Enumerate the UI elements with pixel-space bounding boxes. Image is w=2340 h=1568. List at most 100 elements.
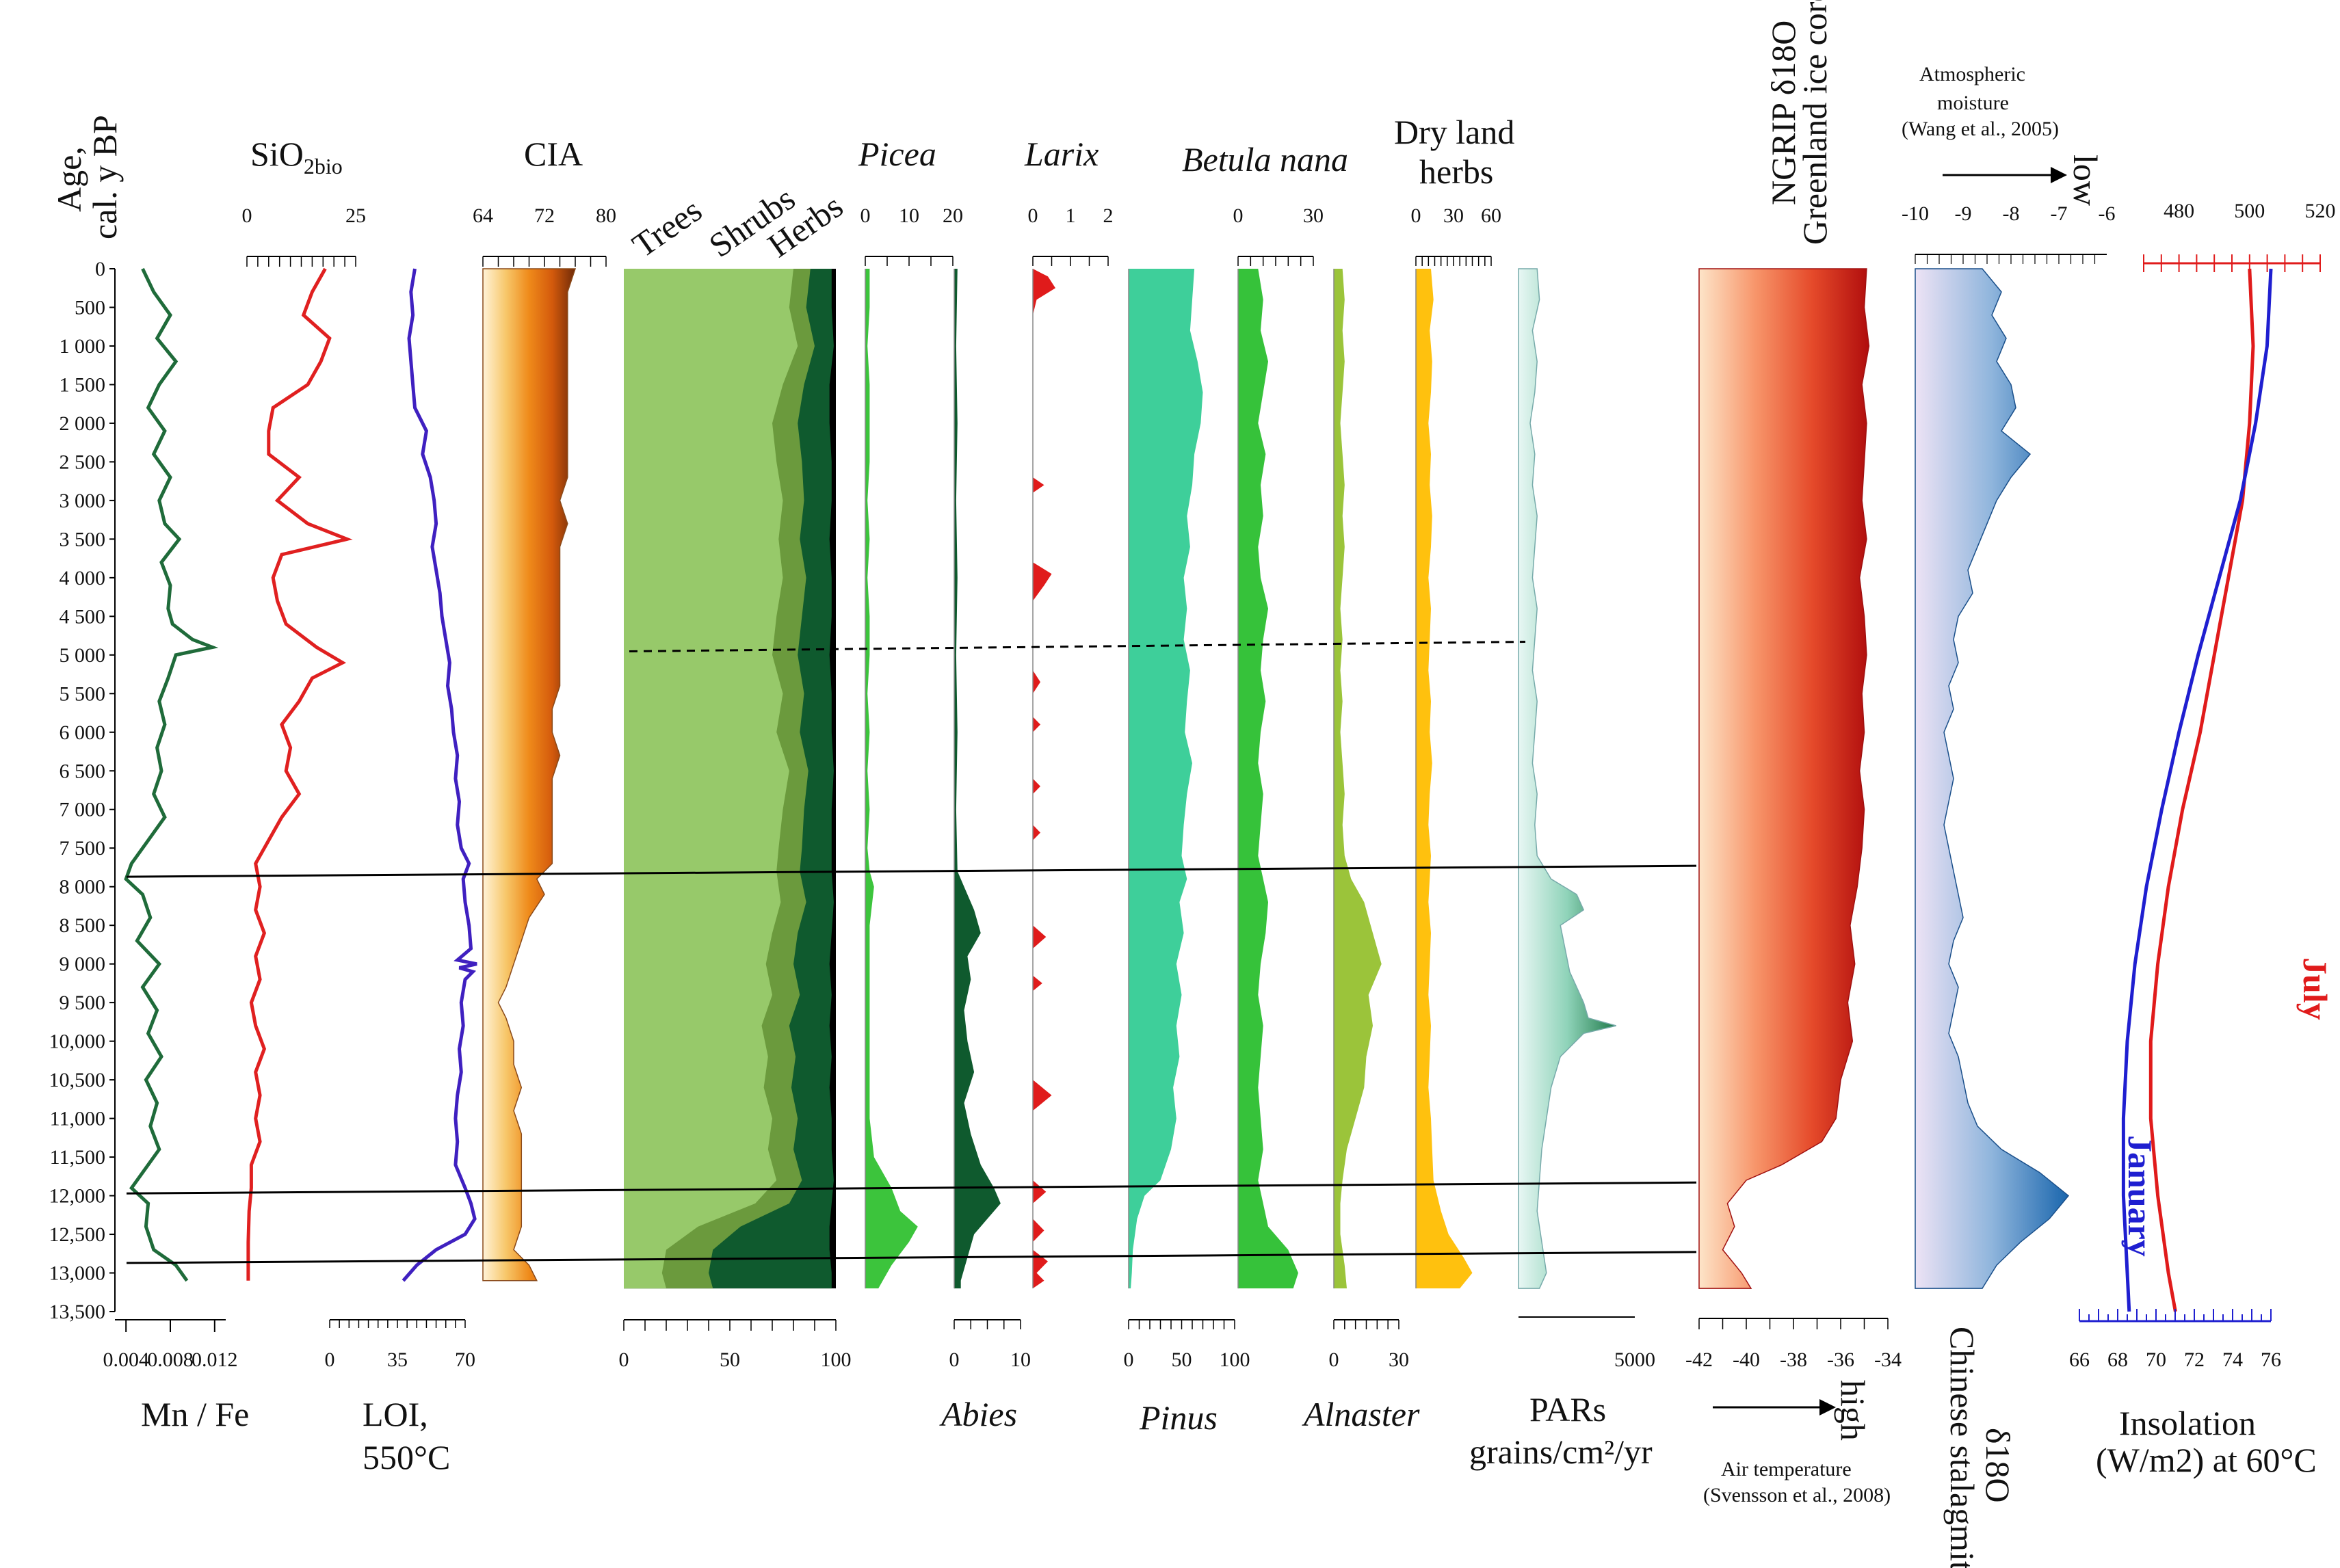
moisture-arrow-icon [1943,167,2067,183]
sio2-label: SiO2bio [250,135,343,178]
betula-tick-label-0: 0 [1233,204,1244,227]
loi-label-1: LOI, [363,1395,428,1433]
alnaster-label: Alnaster [1302,1395,1420,1433]
air-temperature-cite: (Svensson et al., 2008) [1703,1484,1891,1506]
larix-tick-label-2: 2 [1103,204,1114,227]
mnfe-label: Mn / Fe [141,1395,249,1433]
january-series-line [2121,268,2273,1312]
pars-tick-label-0: 5000 [1614,1348,1655,1371]
age-axis-title-2: cal. y BP [86,115,124,239]
pinus-series-area [1129,269,1203,1289]
age-tick-label-22: 11,000 [50,1108,105,1130]
insolation-top-tick-label-0: 480 [2164,200,2194,222]
summary-tick-label-1: 50 [720,1348,740,1371]
zone-boundary-1 [126,1181,1697,1195]
age-tick-label-0: 0 [95,258,105,280]
summary-tick-label-0: 0 [619,1348,629,1371]
moisture-label-cite: (Wang et al., 2005) [1902,118,2059,140]
abies-label: Abies [939,1395,1017,1433]
picea-label: Picea [858,135,936,173]
cia-label: CIA [524,135,583,173]
trees-label: Trees [625,190,709,265]
age-tick-label-5: 2 500 [60,451,106,473]
betula-label: Betula nana [1182,140,1348,178]
panel-labels: Age, cal. y BP SiO2bio CIA Trees Shrubs … [49,0,2336,1568]
age-tick-label-4: 2 000 [60,412,106,435]
stalagmites-tick-label-2: -8 [2003,202,2020,225]
picea-series-area [865,269,918,1289]
alnaster-series-area [1334,269,1382,1289]
insolation-bottom-tick-label-3: 72 [2184,1348,2205,1371]
zone-boundaries [126,641,1697,1264]
moisture-label-2: moisture [1937,92,2009,114]
stalagmites-label-2: Chinese stalagmites [1943,1327,1982,1568]
loi-tick-label-2: 70 [455,1348,475,1371]
insolation-bottom-tick-label-4: 74 [2222,1348,2243,1371]
age-tick-label-6: 3 000 [60,490,106,512]
picea-tick-label-0: 0 [860,204,871,227]
sio2-tick-label-0: 0 [242,204,252,227]
age-tick-label-13: 6 500 [60,760,106,782]
age-tick-label-3: 1 500 [60,373,106,396]
insolation-bottom-tick-label-1: 68 [2107,1348,2128,1371]
stalagmites-tick-label-0: -10 [1902,202,1929,225]
age-tick-label-7: 3 500 [60,528,106,550]
age-tick-label-27: 13,500 [49,1301,106,1323]
insolation-bottom-tick-label-5: 76 [2261,1348,2281,1371]
insolation-top-tick-label-2: 520 [2305,200,2336,222]
pars-label-1: PARs [1529,1390,1606,1429]
age-tick-label-10: 5 000 [60,644,106,667]
age-tick-label-15: 7 500 [60,837,106,860]
age-axis-title-1: Age, [50,146,88,212]
age-tick-label-26: 13,000 [49,1262,106,1285]
july-series-line [2148,268,2255,1312]
insolation-label-2: (W/m2) at 60°C [2096,1441,2317,1479]
mnfe-tick-label-2: 0.012 [192,1348,238,1371]
cia-tick-label-2: 80 [596,204,616,227]
larix-series-area [1033,269,1055,1289]
stalagmites-series-area [1915,268,2070,1289]
pinus-tick-label-2: 100 [1220,1348,1250,1371]
dryherbs-label-1: Dry land [1394,113,1514,151]
pinus-label: Pinus [1139,1398,1218,1437]
age-tick-label-11: 5 500 [60,682,106,705]
age-tick-label-14: 7 000 [60,799,106,821]
moisture-arrow-label: low [2066,155,2105,206]
moisture-label-1: Atmospheric [1919,63,2025,85]
larix-tick-label-1: 1 [1066,204,1076,227]
age-tick-label-21: 10,500 [49,1069,106,1091]
abies-tick-label-1: 10 [1010,1348,1031,1371]
loi-tick-label-0: 0 [325,1348,335,1371]
zone-boundary-0 [126,864,1697,878]
betula-tick-label-1: 30 [1303,204,1324,227]
age-tick-label-20: 10,000 [49,1031,106,1053]
mnfe-tick-label-1: 0.008 [147,1348,194,1371]
dryherbs-tick-label-1: 30 [1443,204,1464,227]
panel-lines [124,267,2273,1312]
pinus-tick-label-0: 0 [1124,1348,1134,1371]
abies-series-area [954,269,1001,1289]
cia-tick-label-1: 72 [534,204,555,227]
summary-tick-label-2: 100 [821,1348,852,1371]
ngrip-label-2: Greenland ice cores [1796,0,1834,245]
betula-series-area [1238,269,1298,1289]
temperature-arrow-icon [1713,1399,1836,1416]
age-tick-label-8: 4 000 [60,567,106,589]
larix-label: Larix [1024,135,1099,173]
dryherbs-tick-label-0: 0 [1411,204,1421,227]
age-tick-label-16: 8 000 [60,876,106,899]
insolation-top-tick-label-1: 500 [2234,200,2265,222]
dryherbs-label-2: herbs [1419,152,1493,191]
picea-tick-label-1: 10 [899,204,919,227]
mnfe-series-line [124,267,219,1282]
age-tick-label-24: 12,000 [49,1185,106,1208]
picea-tick-label-2: 20 [943,204,963,227]
loi-tick-label-1: 35 [387,1348,408,1371]
age-tick-label-9: 4 500 [60,605,106,628]
sio2-label-main: SiO [250,135,304,173]
dryherbs-series-area [1416,269,1473,1289]
age-tick-label-23: 11,500 [50,1146,105,1169]
zone-boundary-dashed-3 [629,641,1526,653]
zone-boundary-2 [126,1251,1697,1264]
